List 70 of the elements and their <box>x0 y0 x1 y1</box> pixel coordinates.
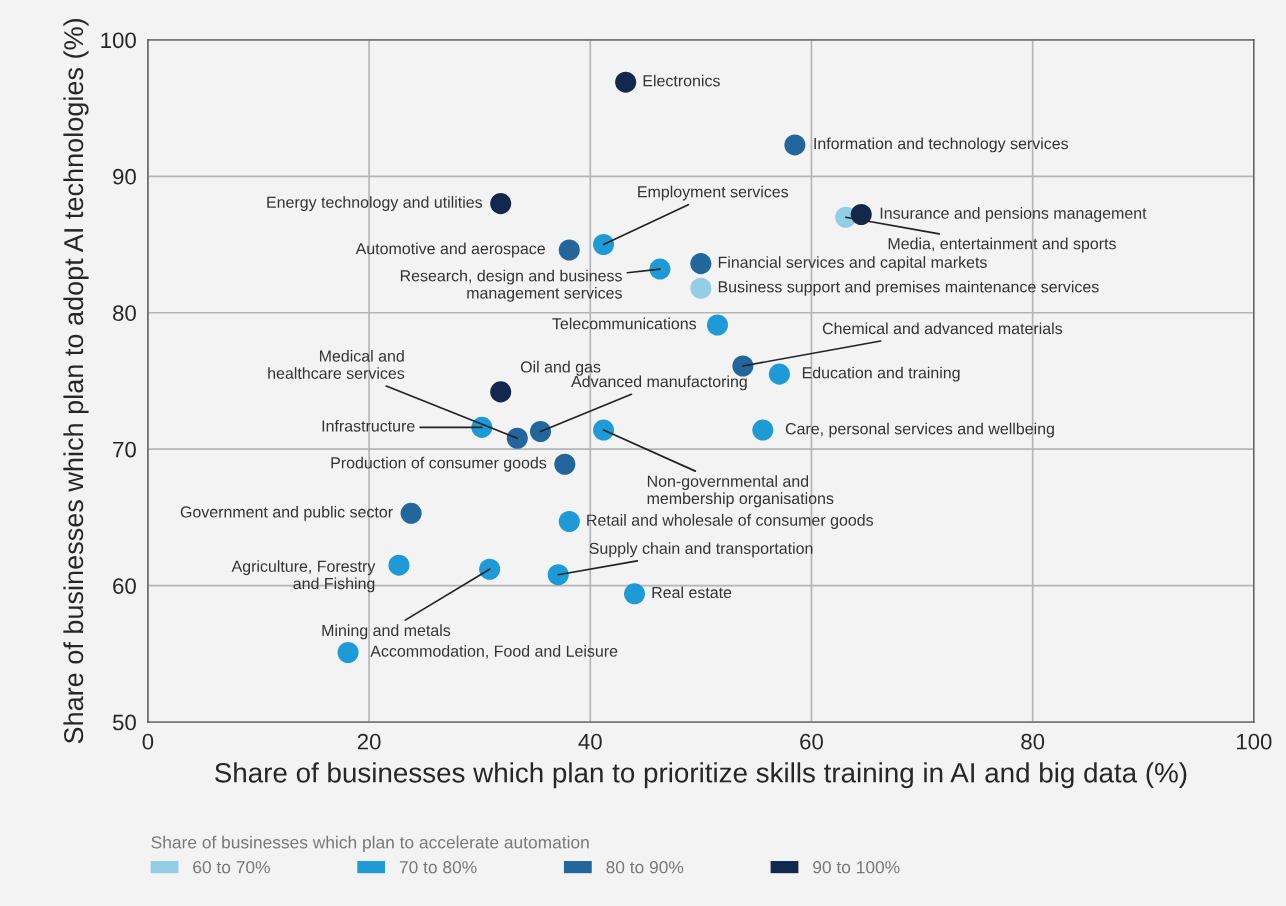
x-axis-title: Share of businesses which plan to prioritize skills training in AI and big data (%) <box>215 762 1187 789</box>
annotation: Mining and metals <box>322 624 451 640</box>
annotation: Agriculture, Forestry and Fishing <box>231 560 376 593</box>
annotation: Energy technology and utilities <box>267 196 483 212</box>
annotation: Non-governmental and membership organisations <box>647 475 834 508</box>
legend-label: 90 to 100% <box>813 861 900 874</box>
y-tick-label: 60 <box>113 578 136 594</box>
x-tick-label: 60 <box>800 733 823 750</box>
x-tick-label: 20 <box>357 733 381 750</box>
annotation: Financial services and capital markets <box>718 256 987 272</box>
point <box>490 193 512 215</box>
annotation: Media, entertainment and sports <box>888 237 1116 253</box>
point <box>490 381 512 403</box>
point <box>337 641 359 664</box>
annotation: Chemical and advanced materials <box>822 322 1063 335</box>
annotation: Insurance and pensions management <box>880 207 1147 222</box>
annotation: Telecommunications <box>552 317 697 330</box>
point <box>547 564 569 586</box>
annotation: Medical and healthcare services <box>268 350 405 379</box>
point <box>479 558 501 580</box>
x-tick-label: 80 <box>1021 733 1045 750</box>
legend-label: 60 to 70% <box>193 861 270 874</box>
x-tick-label: 100 <box>1237 733 1272 750</box>
point <box>593 234 615 256</box>
point <box>690 277 712 299</box>
point <box>784 134 806 156</box>
y-tick-label: 70 <box>113 441 136 458</box>
annotation: Infrastructure <box>322 419 415 432</box>
annotation: Research, design and business management services <box>400 269 622 302</box>
point <box>615 71 637 93</box>
y-tick-label: 80 <box>113 305 136 322</box>
x-tick-label: 0 <box>142 733 154 750</box>
y-tick-label: 90 <box>113 168 136 185</box>
point <box>593 419 615 441</box>
annotation: Supply chain and transportation <box>589 542 813 558</box>
point <box>400 502 422 524</box>
annotation: Retail and wholesale of consumer goods <box>587 514 874 529</box>
y-tick-label: 50 <box>112 714 136 731</box>
point <box>506 427 528 449</box>
annotation: Automotive and aerospace <box>355 242 545 258</box>
legend-label: 80 to 90% <box>606 861 684 874</box>
point <box>623 583 646 605</box>
annotation: Employment services <box>638 185 789 201</box>
legend-title: Share of businesses which plan to accelerate automation <box>151 835 589 852</box>
point <box>558 239 580 261</box>
y-axis-title: Share of businesses which plan to adopt AI technologies (%) <box>63 19 89 744</box>
annotation: Business support and premises maintenance services <box>718 280 1099 296</box>
legend-label: 70 to 80% <box>399 861 477 874</box>
point <box>554 453 576 475</box>
point <box>752 419 774 441</box>
point <box>649 258 671 280</box>
point <box>690 253 712 275</box>
point <box>768 363 790 385</box>
x-tick-label: 40 <box>578 733 602 750</box>
annotation: Real estate <box>652 586 732 599</box>
annotation: Production of consumer goods <box>331 456 547 472</box>
annotation: Information and technology services <box>814 137 1069 153</box>
annotation: Education and training <box>802 366 960 382</box>
annotation: Care, personal services and wellbeing <box>785 422 1054 438</box>
annotation: Government and public sector <box>180 505 393 521</box>
annotation: Oil and gas <box>520 360 601 376</box>
annotation: Accommodation, Food and Leisure <box>370 645 618 659</box>
point <box>732 355 754 377</box>
annotation: Electronics <box>643 74 720 87</box>
annotation: Advanced manufactoring <box>571 375 747 391</box>
point <box>529 420 552 442</box>
point <box>706 314 728 336</box>
point <box>558 510 580 533</box>
y-tick-label: 100 <box>101 32 136 49</box>
point <box>388 554 410 576</box>
